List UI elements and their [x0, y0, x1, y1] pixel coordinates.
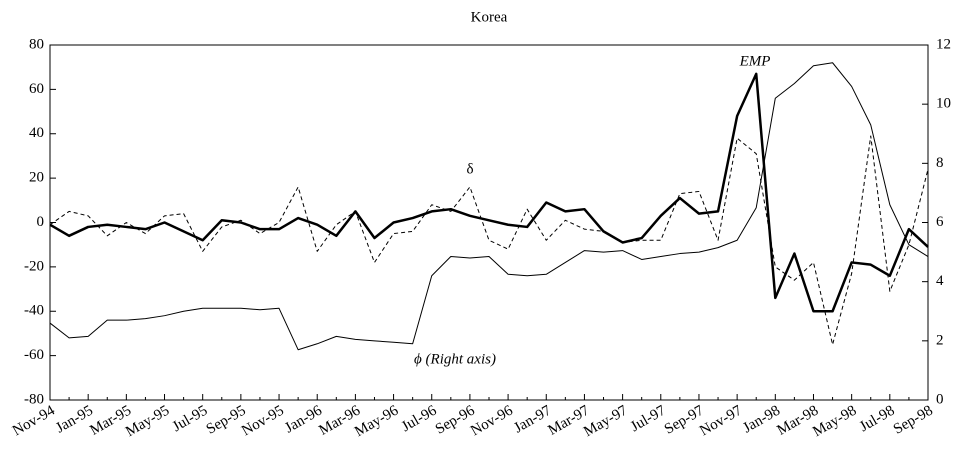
- y-tick-label: -40: [24, 303, 44, 319]
- x-tick-label: Jul-95: [170, 403, 210, 436]
- series-label: EMP: [739, 53, 771, 69]
- x-tick-label: Nov-97: [697, 402, 745, 439]
- series-line: [49, 135, 929, 346]
- y-tick-label: 80: [29, 36, 44, 52]
- x-tick-label: Nov-94: [10, 402, 58, 439]
- x-tick-label: Jan-98: [740, 403, 783, 437]
- x-tick-label: May-95: [123, 403, 172, 441]
- x-tick-label: May-96: [352, 402, 402, 440]
- y-tick-label: -20: [24, 258, 44, 274]
- series-line: [49, 62, 929, 351]
- y2-tick-label: 2: [936, 332, 944, 348]
- series-label: ϕ (Right axis): [414, 351, 496, 367]
- x-tick-label: Sep-95: [204, 403, 249, 438]
- x-tick-label: Jul-98: [857, 403, 897, 436]
- y2-tick-label: 6: [936, 214, 944, 230]
- y2-tick-label: 12: [936, 36, 951, 52]
- y2-tick-label: 4: [936, 273, 944, 289]
- y-tick-label: 20: [29, 170, 44, 186]
- y-tick-label: 40: [29, 125, 44, 141]
- y2-tick-label: 0: [936, 391, 944, 407]
- y-tick-label: 60: [29, 81, 44, 97]
- x-tick-label: Jan-96: [282, 402, 325, 436]
- x-tick-label: Sep-98: [891, 403, 936, 438]
- chart-title: Korea: [471, 9, 508, 25]
- series-label: δ: [466, 161, 473, 177]
- x-tick-label: Jul-97: [628, 402, 669, 435]
- y-tick-label: -60: [24, 347, 44, 363]
- y2-tick-label: 8: [936, 155, 944, 171]
- x-tick-label: Nov-96: [468, 402, 516, 439]
- y-tick-label: 0: [37, 214, 45, 230]
- x-tick-label: Jan-95: [53, 403, 96, 437]
- x-tick-label: Jan-97: [511, 402, 554, 436]
- y-tick-label: -80: [24, 391, 44, 407]
- x-tick-label: May-97: [581, 402, 631, 440]
- y2-tick-label: 10: [936, 96, 951, 112]
- x-tick-label: Nov-95: [239, 403, 287, 440]
- x-tick-label: May-98: [810, 403, 859, 441]
- plot-frame: [49, 44, 929, 401]
- x-tick-label: Jul-96: [399, 402, 440, 435]
- series-line: [49, 72, 929, 313]
